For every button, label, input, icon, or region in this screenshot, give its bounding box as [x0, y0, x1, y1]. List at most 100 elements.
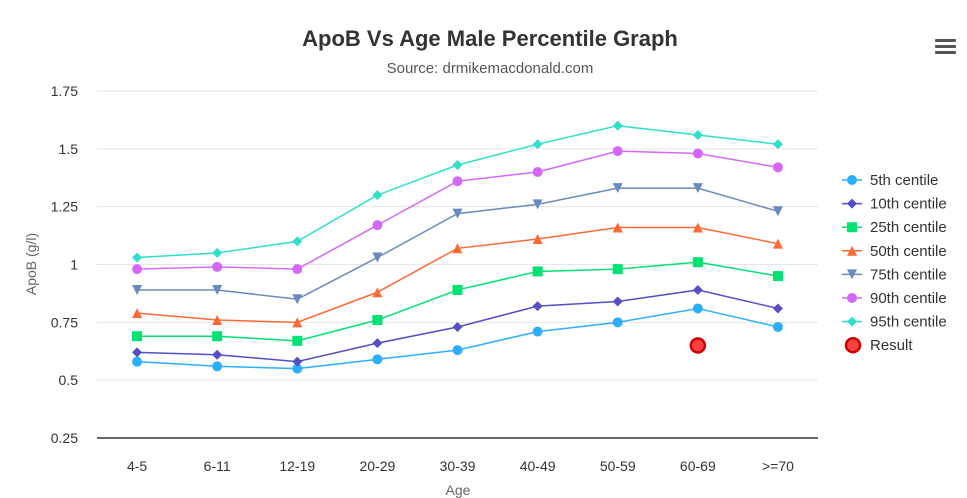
legend-marker[interactable] — [847, 269, 857, 280]
data-point[interactable] — [452, 243, 463, 254]
data-point[interactable] — [772, 271, 783, 282]
data-point[interactable] — [292, 264, 303, 275]
data-point[interactable] — [772, 162, 783, 173]
series-layer — [132, 120, 783, 374]
data-point[interactable] — [132, 356, 143, 367]
x-tick-label: 6-11 — [204, 458, 231, 474]
data-point[interactable] — [612, 183, 623, 194]
legend-marker[interactable] — [847, 222, 857, 233]
data-point[interactable] — [692, 303, 703, 314]
data-point[interactable] — [532, 166, 543, 177]
data-point[interactable] — [452, 176, 463, 187]
data-point[interactable] — [692, 284, 703, 295]
data-point[interactable] — [452, 345, 463, 356]
data-point[interactable] — [452, 160, 463, 171]
data-point[interactable] — [612, 120, 623, 131]
legend-marker[interactable] — [847, 316, 857, 327]
legend-label: 25th centile — [870, 219, 947, 236]
data-point[interactable] — [772, 303, 783, 314]
data-point[interactable] — [532, 139, 543, 150]
series-90th-centile — [132, 146, 783, 275]
data-point[interactable] — [212, 315, 223, 326]
data-point[interactable] — [132, 331, 143, 342]
data-point[interactable] — [532, 199, 543, 210]
data-point[interactable] — [292, 294, 303, 305]
data-point[interactable] — [612, 264, 623, 275]
legend-item[interactable]: 75th centile — [842, 266, 947, 283]
data-point[interactable] — [372, 315, 383, 326]
data-point[interactable] — [452, 208, 463, 219]
legend-label: 75th centile — [870, 266, 947, 283]
data-point[interactable] — [692, 257, 703, 268]
data-point[interactable] — [532, 326, 543, 337]
legend-item[interactable]: 90th centile — [842, 290, 947, 307]
data-point[interactable] — [772, 321, 783, 332]
data-point[interactable] — [212, 247, 223, 258]
legend-marker[interactable] — [847, 245, 857, 256]
legend-item[interactable]: 50th centile — [842, 243, 947, 260]
data-point[interactable] — [452, 321, 463, 332]
data-point[interactable] — [132, 308, 143, 319]
axes: 0.25 0.5 0.75 1 1.25 1.5 1.75 4-5 6-11 12-19 20-29… — [51, 83, 818, 474]
data-point[interactable] — [132, 347, 143, 358]
data-point[interactable] — [692, 222, 703, 233]
data-point[interactable] — [372, 338, 383, 349]
x-axis-label: Age — [446, 482, 471, 498]
data-point[interactable] — [132, 284, 143, 295]
data-point[interactable] — [692, 148, 703, 159]
menu-button[interactable] — [930, 32, 960, 60]
y-tick-label: 1 — [70, 257, 78, 273]
data-point[interactable] — [292, 335, 303, 346]
legend-marker[interactable] — [847, 293, 857, 303]
data-point[interactable] — [612, 317, 623, 328]
data-point[interactable] — [692, 183, 703, 194]
legend-item-result[interactable]: Result — [844, 336, 913, 354]
y-tick-label: 0.25 — [51, 430, 78, 446]
data-point[interactable] — [292, 317, 303, 328]
legend-item[interactable]: 10th centile — [842, 196, 947, 213]
data-point[interactable] — [212, 261, 223, 272]
data-point[interactable] — [612, 146, 623, 157]
result-point[interactable] — [689, 337, 707, 354]
data-point[interactable] — [612, 296, 623, 307]
legend-item[interactable]: 5th centile — [842, 172, 938, 189]
data-point[interactable] — [612, 222, 623, 233]
data-point[interactable] — [372, 252, 383, 263]
legend-label: 10th centile — [870, 196, 947, 213]
data-point[interactable] — [532, 266, 543, 277]
legend-label: 5th centile — [870, 172, 938, 189]
legend-marker[interactable] — [847, 175, 857, 185]
data-point[interactable] — [132, 252, 143, 263]
data-point[interactable] — [212, 349, 223, 360]
series-line — [137, 307, 779, 370]
data-point[interactable] — [212, 331, 223, 342]
data-point[interactable] — [692, 129, 703, 140]
data-point[interactable] — [212, 284, 223, 295]
data-point[interactable] — [292, 356, 303, 367]
y-tick-label: 0.5 — [59, 372, 79, 388]
data-point[interactable] — [212, 361, 223, 372]
data-point[interactable] — [452, 284, 463, 295]
y-tick-label: 1.25 — [51, 199, 78, 215]
data-point[interactable] — [372, 220, 383, 231]
data-point[interactable] — [372, 287, 383, 298]
series-50th-centile — [132, 222, 783, 328]
data-point[interactable] — [372, 190, 383, 201]
data-point[interactable] — [372, 354, 383, 365]
data-point[interactable] — [292, 236, 303, 247]
legend-label: 95th centile — [870, 314, 947, 331]
data-point[interactable] — [532, 301, 543, 312]
legend-item[interactable]: 25th centile — [842, 219, 947, 236]
legend-marker — [844, 336, 862, 354]
data-point[interactable] — [772, 206, 783, 217]
data-point[interactable] — [532, 234, 543, 245]
data-point[interactable] — [772, 139, 783, 150]
x-tick-label: 4-5 — [127, 458, 147, 474]
series-line — [136, 226, 779, 324]
data-point[interactable] — [772, 238, 783, 249]
legend-marker[interactable] — [847, 198, 857, 209]
data-point[interactable] — [292, 363, 303, 374]
legend-item[interactable]: 95th centile — [842, 314, 947, 331]
data-point[interactable] — [132, 264, 143, 275]
